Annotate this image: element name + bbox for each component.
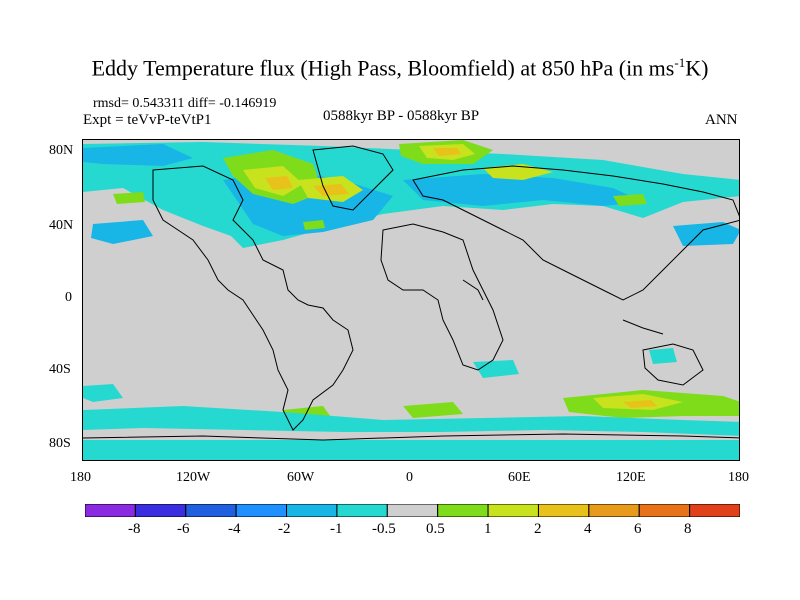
colorbar-box [336, 504, 388, 517]
colorbar-label: -1 [330, 521, 343, 537]
colorbar-box [386, 504, 439, 517]
anomaly-region [303, 220, 325, 230]
anomaly-region [83, 144, 193, 166]
lon-label: 180 [728, 470, 749, 485]
anomaly-region [649, 348, 677, 364]
map-canvas [83, 140, 739, 460]
anomaly-region [265, 176, 293, 190]
colorbar-box [134, 504, 187, 517]
colorbar-box [286, 504, 338, 517]
colorbar-box [85, 504, 136, 517]
anomaly-region [83, 384, 123, 402]
lon-label: 180 [70, 470, 91, 485]
map-title: Eddy Temperature flux (High Pass, Bloomf… [91, 55, 709, 81]
colorbar-box [235, 504, 288, 517]
colorbar-label: 0.5 [426, 521, 445, 537]
coastlines [83, 145, 739, 441]
anomaly-region [473, 360, 519, 378]
colorbar-box [588, 504, 640, 517]
experiment-label: Expt = teVvP-teVtP1 [83, 112, 212, 128]
lat-label: 0 [65, 290, 72, 305]
anomaly-region [113, 192, 145, 204]
colorbar-label: 2 [534, 521, 542, 537]
period-label: 0588kyr BP - 0588kyr BP [323, 108, 480, 124]
anomaly-region [83, 440, 739, 460]
colorbar-label: -0.5 [372, 521, 396, 537]
anomaly-region [313, 184, 349, 196]
lon-label: 60W [287, 470, 315, 485]
colorbar-box [689, 504, 740, 517]
colorbar-label: -6 [177, 521, 190, 537]
colorbar-label: 4 [584, 521, 592, 537]
colorbar-box [185, 504, 237, 517]
anomaly-region [623, 400, 657, 408]
colorbar-label: 6 [634, 521, 642, 537]
lat-label: 80N [49, 143, 74, 158]
lon-label: 120W [176, 470, 211, 485]
lon-label: 0 [406, 470, 413, 485]
colorbar [85, 504, 740, 517]
anomaly-region [403, 402, 463, 418]
anomaly-region [403, 174, 643, 206]
colorbar-label: -2 [278, 521, 291, 537]
lat-label: 40N [49, 218, 74, 233]
colorbar-box [537, 504, 590, 517]
colorbar-box [487, 504, 539, 517]
colorbar-label: -4 [228, 521, 241, 537]
map-plot-area [82, 139, 740, 461]
colorbar-label: 1 [484, 521, 492, 537]
colorbar-label: -8 [128, 521, 141, 537]
colorbar-box [437, 504, 489, 517]
anomaly-region [83, 406, 739, 436]
lat-label: 80S [49, 436, 71, 451]
colorbar-box [638, 504, 691, 517]
season-label: ANN [705, 112, 738, 128]
anomaly-region [433, 148, 461, 156]
lat-label: 40S [49, 362, 71, 377]
colorbar-label: 8 [684, 521, 692, 537]
anomaly-region [673, 222, 739, 246]
anomaly-region [91, 220, 153, 244]
lon-label: 60E [508, 470, 531, 485]
stats-label: rmsd= 0.543311 diff= -0.146919 [93, 96, 277, 111]
anomaly-region [613, 194, 647, 206]
lon-label: 120E [616, 470, 646, 485]
